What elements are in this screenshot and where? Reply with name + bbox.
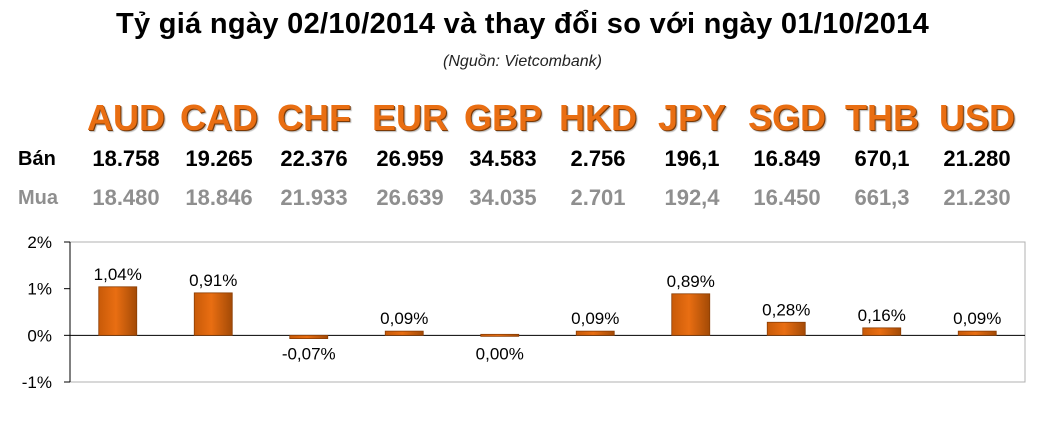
data-label: 0,91% xyxy=(189,271,237,290)
chart-title: Tỷ giá ngày 02/10/2014 và thay đổi so vớ… xyxy=(115,8,930,40)
bar xyxy=(193,292,233,336)
currency-code: USD xyxy=(938,97,1015,138)
buy-rate: 661,3 xyxy=(854,185,910,210)
buy-rate: 192,4 xyxy=(664,185,720,210)
sell-rate: 19.265 xyxy=(185,146,253,171)
row-label-sell: Bán xyxy=(18,148,56,170)
buy-rate: 26.639 xyxy=(376,185,444,210)
bar xyxy=(575,330,615,336)
buy-rate: 34.035 xyxy=(469,185,537,210)
bar xyxy=(384,330,424,336)
sell-rate: 22.376 xyxy=(280,146,348,171)
source-note: (Nguồn: Vietcombank) xyxy=(443,53,602,70)
y-tick-label: -1% xyxy=(22,373,52,392)
sell-rate: 2.756 xyxy=(570,146,626,171)
sell-rate: 21.280 xyxy=(943,146,1011,171)
data-label: 0,00% xyxy=(476,344,524,363)
bar xyxy=(98,286,138,336)
sell-rate: 196,1 xyxy=(664,146,720,171)
change-chart: 2% 1% 0% -1% 1,04% 0,91% -0,07% 0,09% 0,00% 0,09%… xyxy=(22,233,1026,392)
data-label: 1,04% xyxy=(94,265,142,284)
currency-code: CAD xyxy=(180,97,258,138)
currency-code: HKD xyxy=(559,97,637,138)
currency-code: EUR xyxy=(371,97,448,138)
bar xyxy=(289,334,329,340)
buy-rate: 21.230 xyxy=(943,185,1011,210)
data-label: 0,89% xyxy=(667,272,715,291)
buy-rate: 2.701 xyxy=(570,185,626,210)
sell-rate: 670,1 xyxy=(854,146,910,171)
buy-rate: 18.480 xyxy=(92,185,160,210)
currency-code: JPY xyxy=(657,97,727,138)
currency-code: CHF xyxy=(277,97,351,138)
currency-code: THB xyxy=(845,97,919,138)
buy-rate: 16.450 xyxy=(753,185,821,210)
currency-code: GBP xyxy=(463,97,542,138)
rate-table: Bán Mua AUD 18.758 18.480 CAD 19.265 18.846 CH… xyxy=(18,97,1015,210)
y-tick-label: 0% xyxy=(27,326,52,345)
data-label: 0,09% xyxy=(571,309,619,328)
buy-rate: 21.933 xyxy=(280,185,348,210)
bar xyxy=(766,321,806,336)
data-label: 0,09% xyxy=(380,309,428,328)
bar xyxy=(957,330,997,336)
sell-rate: 18.758 xyxy=(92,146,160,171)
row-label-buy: Mua xyxy=(18,187,58,209)
y-tick-label: 1% xyxy=(27,280,52,299)
sell-rate: 34.583 xyxy=(469,146,537,171)
y-tick-label: 2% xyxy=(27,233,52,252)
data-label: -0,07% xyxy=(282,344,336,363)
data-label: 0,16% xyxy=(858,306,906,325)
data-label: 0,09% xyxy=(953,309,1001,328)
buy-rate: 18.846 xyxy=(185,185,253,210)
sell-rate: 26.959 xyxy=(376,146,444,171)
currency-code: AUD xyxy=(87,97,165,138)
currency-code: SGD xyxy=(747,97,826,138)
data-label: 0,28% xyxy=(762,300,810,319)
sell-rate: 16.849 xyxy=(753,146,821,171)
bar xyxy=(862,327,902,336)
bar xyxy=(480,333,520,337)
bar xyxy=(671,293,711,336)
